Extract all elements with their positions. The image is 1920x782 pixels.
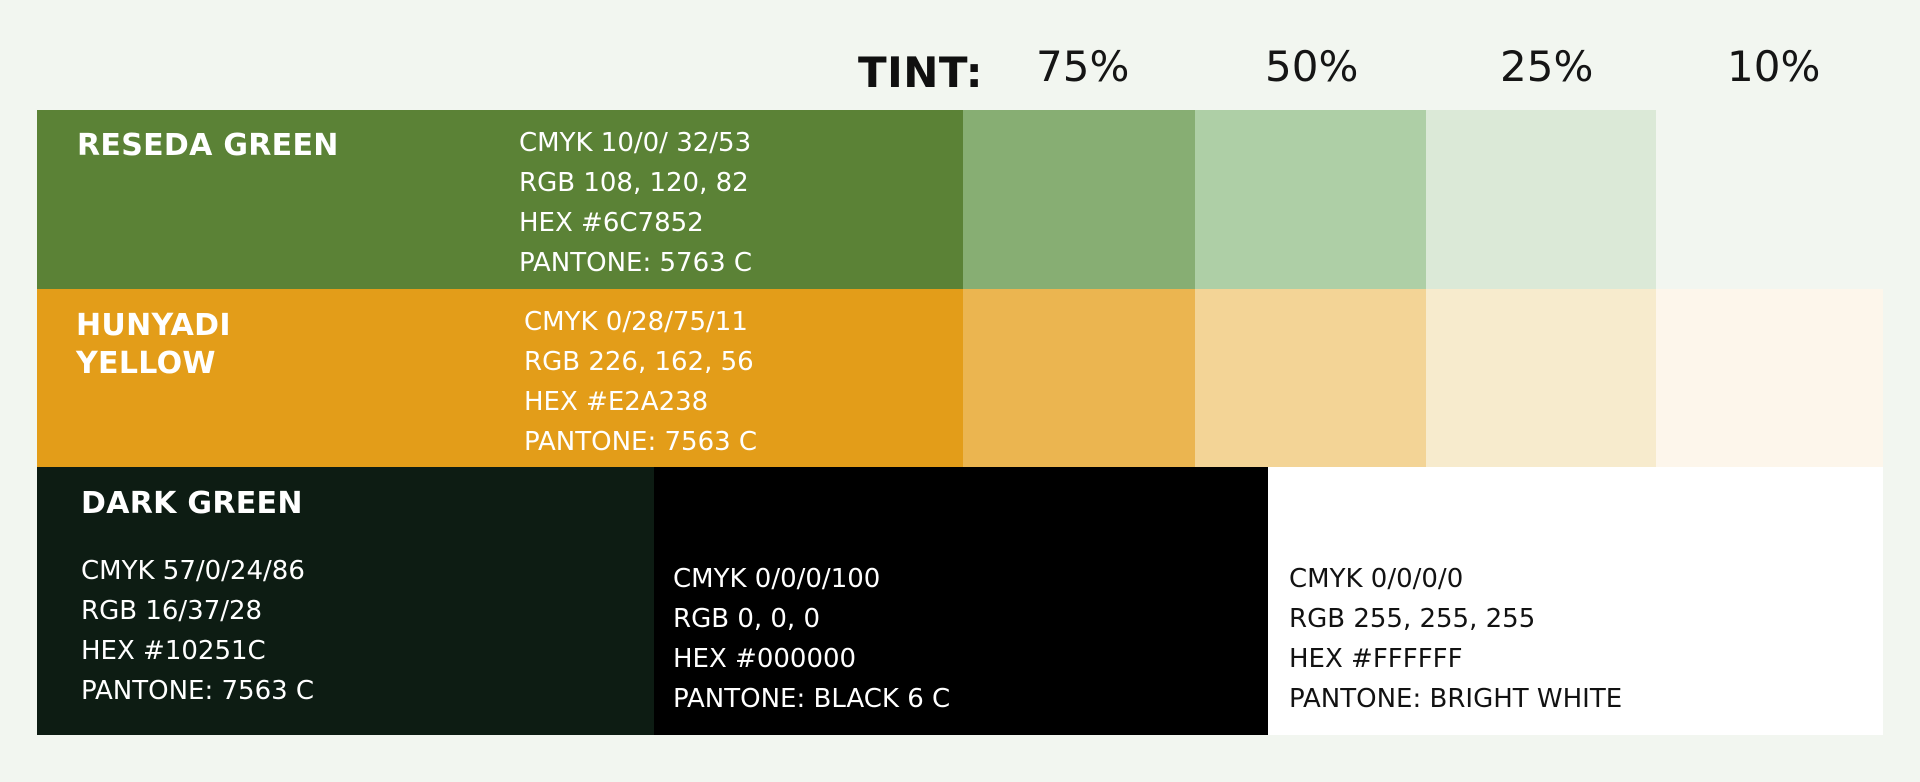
tint-50-label: 50%: [1265, 42, 1359, 91]
hunyadi-yellow-hex: HEX #E2A238: [524, 387, 709, 417]
dark-green-rgb: RGB 16/37/28: [81, 596, 263, 626]
reseda-green-name: RESEDA GREEN: [77, 128, 339, 163]
reseda-green-specs: CMYK 10/0/ 32/53 RGB 108, 120, 82 HEX #6…: [519, 123, 752, 283]
dark-green-hex: HEX #10251C: [81, 636, 266, 666]
hunyadi-yellow-tint-50: [1195, 289, 1426, 467]
reseda-green-tint-75: [963, 110, 1195, 289]
black-pantone: PANTONE: BLACK 6 C: [673, 684, 951, 714]
reseda-green-swatch: [37, 110, 963, 289]
dark-green-swatch: [37, 467, 654, 735]
hunyadi-yellow-tint-25: [1426, 289, 1656, 467]
black-hex: HEX #000000: [673, 644, 857, 674]
black-swatch: [654, 467, 1268, 735]
tint-75-label: 75%: [1036, 42, 1130, 91]
white-cmyk: CMYK 0/0/0/0: [1289, 564, 1464, 594]
reseda-green-pantone: PANTONE: 5763 C: [519, 248, 753, 278]
hunyadi-yellow-pantone: PANTONE: 7563 C: [524, 427, 758, 457]
reseda-green-tint-50: [1195, 110, 1426, 289]
hunyadi-yellow-name: HUNYADI YELLOW: [76, 308, 231, 381]
tint-25-label: 25%: [1500, 42, 1594, 91]
hunyadi-yellow-tint-75: [963, 289, 1195, 467]
hunyadi-yellow-tint-10: [1656, 289, 1883, 467]
black-specs: CMYK 0/0/0/100 RGB 0, 0, 0 HEX #000000 P…: [673, 559, 950, 719]
hunyadi-yellow-cmyk: CMYK 0/28/75/11: [524, 307, 748, 337]
white-swatch: [1268, 467, 1883, 735]
dark-green-pantone: PANTONE: 7563 C: [81, 676, 315, 706]
hunyadi-yellow-specs: CMYK 0/28/75/11 RGB 226, 162, 56 HEX #E2…: [524, 302, 757, 462]
tint-10-label: 10%: [1727, 42, 1821, 91]
white-hex: HEX #FFFFFF: [1289, 644, 1463, 674]
reseda-green-rgb: RGB 108, 120, 82: [519, 168, 749, 198]
white-rgb: RGB 255, 255, 255: [1289, 604, 1536, 634]
tint-label: TINT:: [858, 48, 984, 97]
reseda-green-tint-25: [1426, 110, 1656, 289]
dark-green-specs: CMYK 57/0/24/86 RGB 16/37/28 HEX #10251C…: [81, 551, 314, 711]
dark-green-name: DARK GREEN: [81, 486, 303, 521]
hunyadi-yellow-rgb: RGB 226, 162, 56: [524, 347, 754, 377]
reseda-green-cmyk: CMYK 10/0/ 32/53: [519, 128, 752, 158]
dark-green-cmyk: CMYK 57/0/24/86: [81, 556, 305, 586]
white-pantone: PANTONE: BRIGHT WHITE: [1289, 684, 1623, 714]
reseda-green-hex: HEX #6C7852: [519, 208, 704, 238]
hunyadi-yellow-swatch: [37, 289, 963, 467]
black-cmyk: CMYK 0/0/0/100: [673, 564, 881, 594]
black-rgb: RGB 0, 0, 0: [673, 604, 820, 634]
white-specs: CMYK 0/0/0/0 RGB 255, 255, 255 HEX #FFFF…: [1289, 559, 1622, 719]
